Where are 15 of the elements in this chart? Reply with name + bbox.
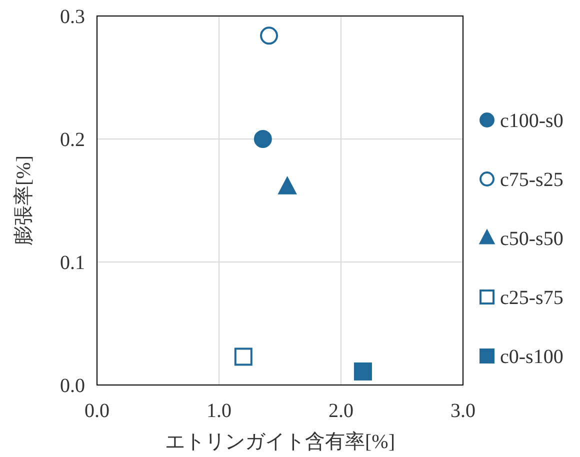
x-tick-label: 1.0 — [206, 400, 232, 422]
x-axis-title: エトリンガイト含有率[%] — [165, 431, 395, 453]
x-tick-label: 2.0 — [328, 400, 354, 422]
y-axis-title: 膨張率[%] — [13, 156, 35, 246]
legend-label: c100-s0 — [500, 110, 564, 132]
y-tick-label: 0.3 — [60, 6, 85, 28]
legend-label: c25-s75 — [500, 287, 564, 309]
y-tick-label: 0.2 — [60, 129, 85, 151]
y-tick-label: 0.0 — [60, 375, 85, 397]
legend-label: c75-s25 — [500, 169, 564, 191]
legend-label: c50-s50 — [500, 228, 564, 250]
x-tick-label: 0.0 — [84, 400, 110, 422]
x-tick-label: 3.0 — [450, 400, 476, 422]
legend-label: c0-s100 — [500, 346, 564, 368]
y-tick-label: 0.1 — [60, 252, 85, 274]
